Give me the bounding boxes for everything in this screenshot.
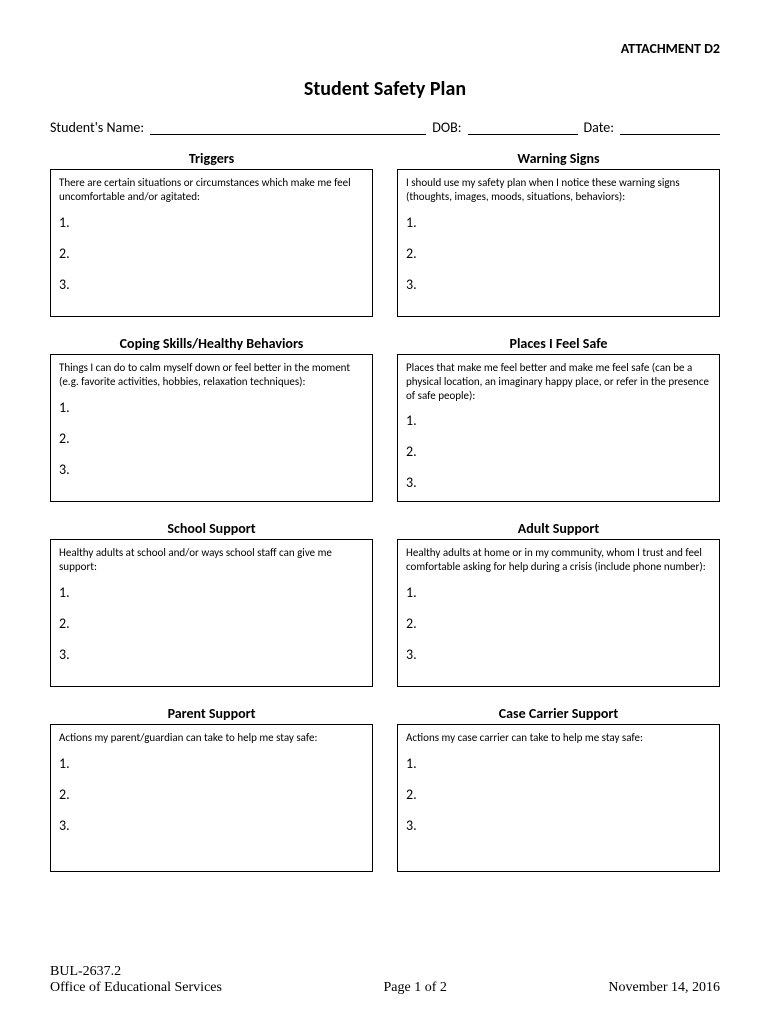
page-footer: BUL-2637.2 Office of Educational Service… — [50, 964, 720, 996]
section-box: Things I can do to calm myself down or f… — [50, 354, 373, 502]
section-parent-support: Parent Support Actions my parent/guardia… — [50, 705, 373, 872]
section-items: 1. 2. 3. — [59, 214, 364, 293]
section-title: Triggers — [50, 150, 373, 167]
student-info-row: Student's Name: DOB: Date: — [50, 119, 720, 136]
section-items: 1. 2. 3. — [406, 755, 711, 834]
item-1[interactable]: 1. — [406, 214, 711, 231]
section-desc: Things I can do to calm myself down or f… — [59, 361, 364, 389]
item-2[interactable]: 2. — [406, 615, 711, 632]
item-3[interactable]: 3. — [406, 646, 711, 663]
section-box: Healthy adults at school and/or ways sch… — [50, 539, 373, 687]
section-desc: Actions my parent/guardian can take to h… — [59, 731, 364, 745]
section-desc: There are certain situations or circumst… — [59, 176, 364, 204]
section-items: 1. 2. 3. — [406, 214, 711, 293]
page-title: Student Safety Plan — [50, 77, 720, 101]
section-box: Places that make me feel better and make… — [397, 354, 720, 502]
section-triggers: Triggers There are certain situations or… — [50, 150, 373, 317]
item-3[interactable]: 3. — [59, 817, 364, 834]
name-field-line[interactable] — [150, 119, 426, 135]
section-desc: Healthy adults at home or in my communit… — [406, 546, 711, 574]
section-desc: I should use my safety plan when I notic… — [406, 176, 711, 204]
item-2[interactable]: 2. — [406, 443, 711, 460]
section-coping-skills: Coping Skills/Healthy Behaviors Things I… — [50, 335, 373, 502]
item-1[interactable]: 1. — [59, 214, 364, 231]
section-desc: Places that make me feel better and make… — [406, 361, 711, 402]
section-adult-support: Adult Support Healthy adults at home or … — [397, 520, 720, 687]
item-3[interactable]: 3. — [406, 276, 711, 293]
date-label: Date: — [584, 119, 614, 136]
section-items: 1. 2. 3. — [59, 755, 364, 834]
item-2[interactable]: 2. — [59, 615, 364, 632]
item-2[interactable]: 2. — [59, 245, 364, 262]
item-2[interactable]: 2. — [59, 430, 364, 447]
section-title: School Support — [50, 520, 373, 537]
section-box: Actions my case carrier can take to help… — [397, 724, 720, 872]
dob-label: DOB: — [432, 119, 461, 136]
section-school-support: School Support Healthy adults at school … — [50, 520, 373, 687]
item-1[interactable]: 1. — [59, 399, 364, 416]
section-title: Adult Support — [397, 520, 720, 537]
section-box: Healthy adults at home or in my communit… — [397, 539, 720, 687]
section-items: 1. 2. 3. — [406, 584, 711, 663]
section-places-safe: Places I Feel Safe Places that make me f… — [397, 335, 720, 502]
item-1[interactable]: 1. — [406, 584, 711, 601]
item-3[interactable]: 3. — [59, 646, 364, 663]
section-title: Warning Signs — [397, 150, 720, 167]
section-title: Case Carrier Support — [397, 705, 720, 722]
item-2[interactable]: 2. — [59, 786, 364, 803]
item-2[interactable]: 2. — [406, 786, 711, 803]
item-1[interactable]: 1. — [406, 755, 711, 772]
section-items: 1. 2. 3. — [59, 584, 364, 663]
item-1[interactable]: 1. — [59, 584, 364, 601]
section-title: Coping Skills/Healthy Behaviors — [50, 335, 373, 352]
date-field-line[interactable] — [620, 119, 720, 135]
section-items: 1. 2. 3. — [406, 412, 711, 491]
item-1[interactable]: 1. — [59, 755, 364, 772]
footer-date: November 14, 2016 — [608, 980, 720, 996]
section-title: Parent Support — [50, 705, 373, 722]
item-1[interactable]: 1. — [406, 412, 711, 429]
attachment-label: ATTACHMENT D2 — [50, 40, 720, 57]
dob-field-line[interactable] — [468, 119, 578, 135]
section-desc: Healthy adults at school and/or ways sch… — [59, 546, 364, 574]
section-warning-signs: Warning Signs I should use my safety pla… — [397, 150, 720, 317]
section-box: I should use my safety plan when I notic… — [397, 169, 720, 317]
footer-page: Page 1 of 2 — [383, 980, 446, 996]
section-title: Places I Feel Safe — [397, 335, 720, 352]
section-items: 1. 2. 3. — [59, 399, 364, 478]
section-desc: Actions my case carrier can take to help… — [406, 731, 711, 745]
item-3[interactable]: 3. — [59, 461, 364, 478]
section-box: Actions my parent/guardian can take to h… — [50, 724, 373, 872]
item-3[interactable]: 3. — [59, 276, 364, 293]
name-label: Student's Name: — [50, 119, 144, 136]
item-2[interactable]: 2. — [406, 245, 711, 262]
item-3[interactable]: 3. — [406, 474, 711, 491]
sections-grid: Triggers There are certain situations or… — [50, 150, 720, 872]
footer-office: Office of Educational Services — [50, 980, 222, 996]
footer-ref: BUL-2637.2 — [50, 964, 720, 980]
item-3[interactable]: 3. — [406, 817, 711, 834]
section-box: There are certain situations or circumst… — [50, 169, 373, 317]
section-case-carrier-support: Case Carrier Support Actions my case car… — [397, 705, 720, 872]
